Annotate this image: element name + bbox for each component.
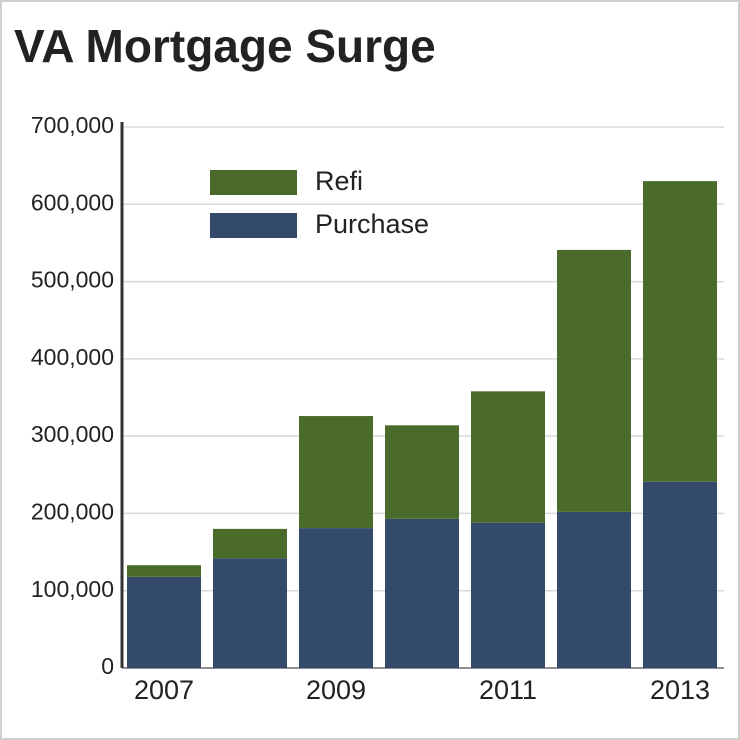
bar-segment [471, 391, 545, 523]
bar-segment [385, 425, 459, 519]
bar-segment [127, 576, 201, 668]
legend-swatch [210, 170, 297, 195]
x-tick-label: 2013 [650, 675, 710, 705]
bar-segment [643, 181, 717, 482]
bar-segment [299, 528, 373, 668]
bar-segment [643, 481, 717, 668]
y-tick-label: 600,000 [31, 189, 114, 215]
bar-segment [299, 416, 373, 529]
y-tick-label: 400,000 [31, 344, 114, 370]
y-tick-label: 700,000 [31, 112, 114, 138]
y-tick-label: 200,000 [31, 499, 114, 525]
legend-swatch [210, 213, 297, 238]
x-tick-label: 2007 [134, 675, 194, 705]
bar-segment [557, 249, 631, 512]
x-tick-label: 2009 [306, 675, 366, 705]
legend-label: Refi [315, 166, 363, 196]
y-tick-label: 100,000 [31, 576, 114, 602]
y-tick-label: 500,000 [31, 267, 114, 293]
legend-label: Purchase [315, 209, 429, 239]
y-tick-label: 0 [101, 653, 114, 679]
y-tick-label: 300,000 [31, 421, 114, 447]
bar-segment [213, 558, 287, 668]
chart-title: VA Mortgage Surge [14, 20, 436, 72]
x-tick-label: 2011 [479, 675, 537, 705]
bar-segment [471, 522, 545, 668]
bar-segment [557, 511, 631, 668]
bar-segment [213, 528, 287, 559]
bar-segment [127, 565, 201, 577]
bar-segment [385, 518, 459, 668]
